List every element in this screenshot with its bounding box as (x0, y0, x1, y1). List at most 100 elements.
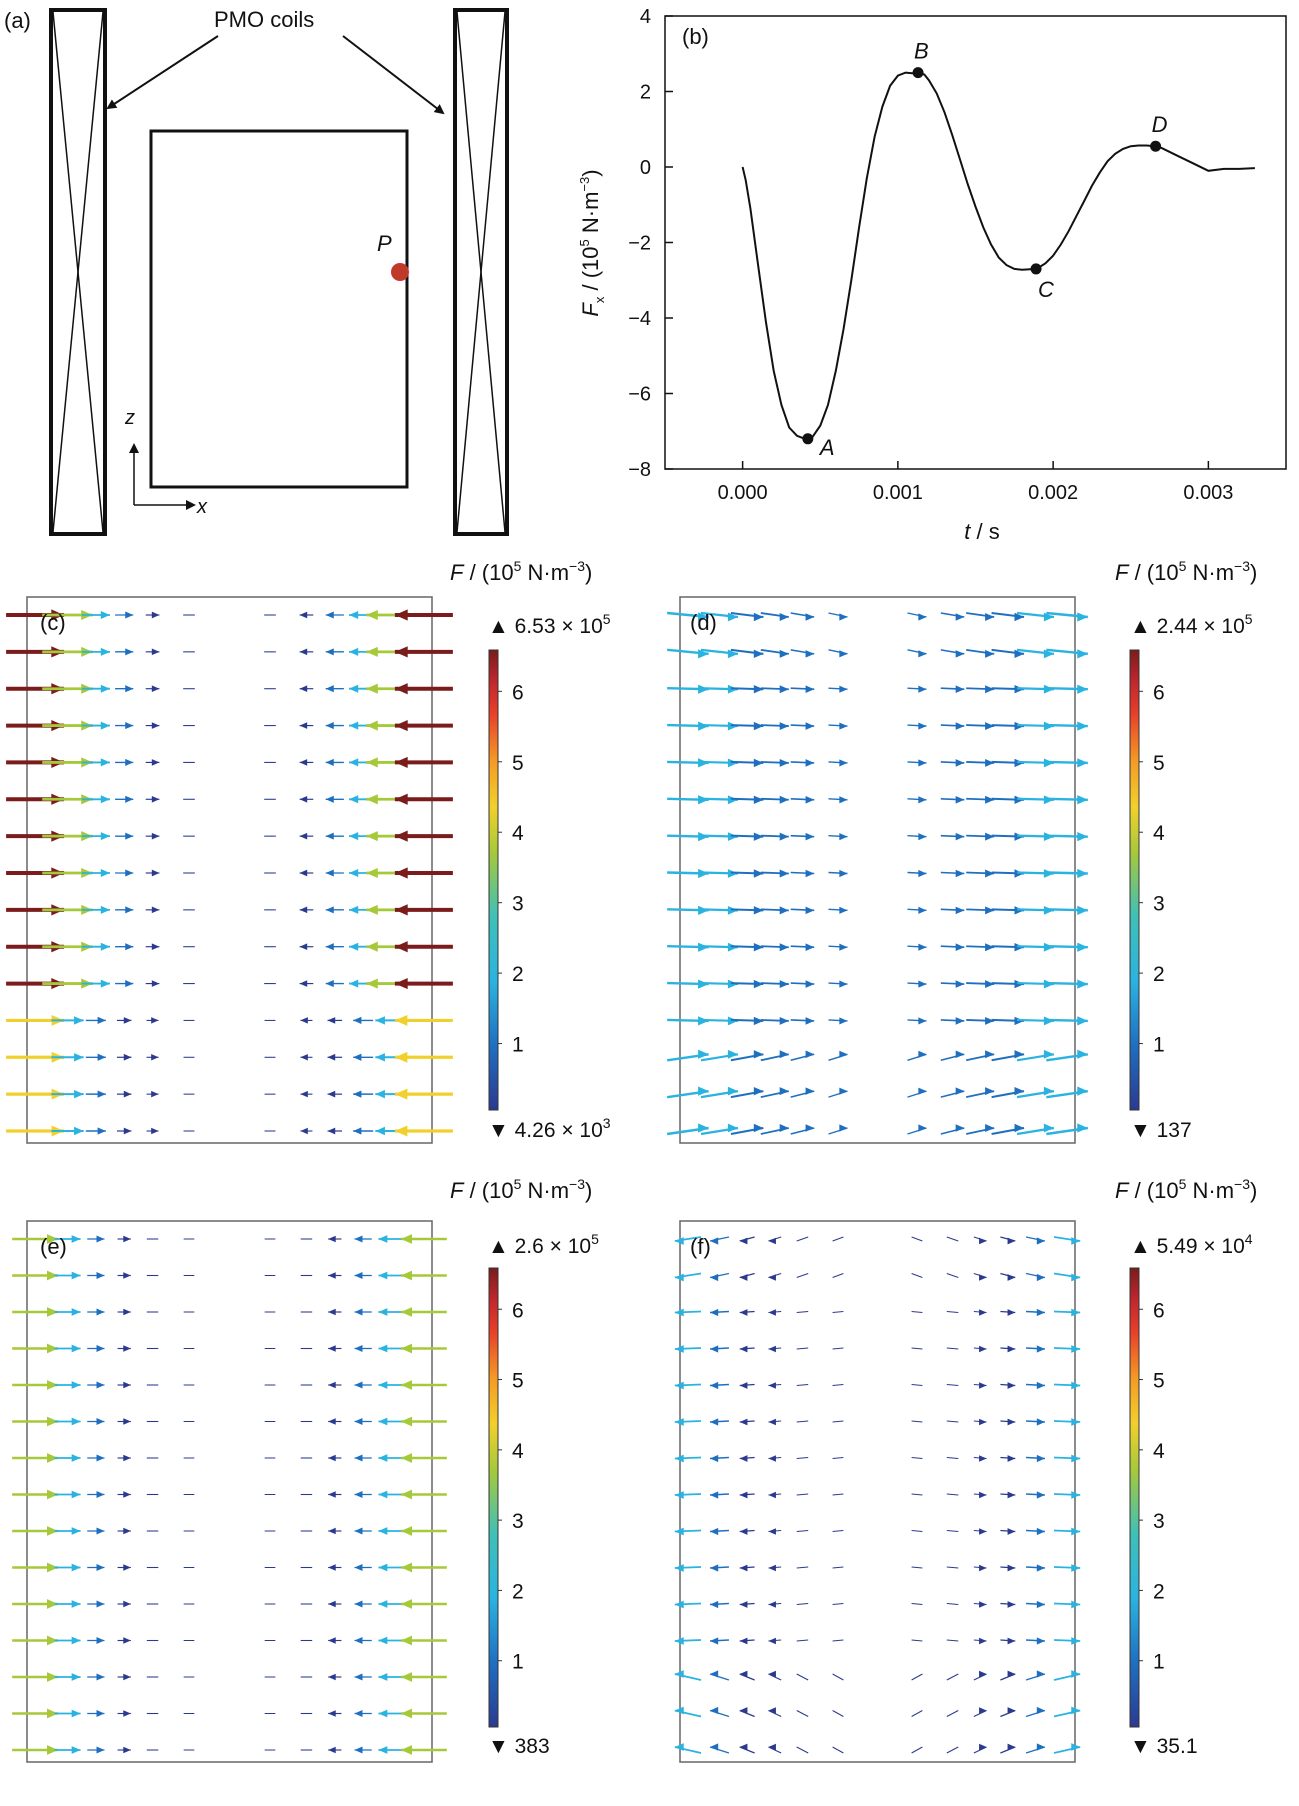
force-arrowhead (779, 613, 789, 621)
force-arrowhead (918, 1050, 927, 1058)
y-tick-label: 0 (640, 157, 651, 179)
force-arrowhead (100, 684, 110, 693)
force-arrowhead (123, 1746, 131, 1754)
force-arrowhead (151, 832, 160, 840)
force-arrowhead (839, 613, 848, 621)
force-arrowhead (979, 1237, 987, 1245)
force-arrowhead (349, 832, 359, 841)
force-arrowhead (979, 1455, 987, 1462)
force-arrowhead (698, 649, 709, 659)
force-arrowhead (1007, 1707, 1016, 1714)
colorbar-tick-label: 1 (1153, 1651, 1165, 1674)
force-arrowhead (300, 1017, 308, 1024)
force-arrowhead (768, 1743, 776, 1751)
force-arrowhead (151, 943, 160, 951)
force-arrowhead (328, 1418, 336, 1425)
force-arrow (796, 1456, 809, 1460)
force-arrowhead (1077, 868, 1088, 879)
force-arrowhead (366, 757, 378, 768)
force-arrow (796, 1710, 809, 1717)
force-arrowhead (918, 722, 927, 730)
force-arrowhead (349, 758, 359, 767)
force-arrowhead (354, 1272, 363, 1279)
force-arrowhead (710, 1273, 719, 1282)
force-arrowhead (955, 613, 965, 621)
force-arrowhead (327, 1053, 336, 1061)
force-arrowhead (1077, 612, 1088, 622)
force-arrowhead (779, 832, 789, 841)
plot-frame (664, 15, 1287, 470)
force-arrowhead (985, 906, 995, 915)
force-arrowhead (71, 1600, 81, 1608)
force-arrowhead (325, 906, 334, 914)
force-arrowhead (97, 1127, 106, 1135)
force-arrowhead (753, 758, 764, 768)
force-arrowhead (839, 796, 848, 804)
key-points: A B C D (802, 39, 1168, 460)
force-arrow (911, 1566, 923, 1569)
force-arrowhead (299, 943, 308, 951)
force-arrowhead (1077, 649, 1088, 659)
force-arrowhead (698, 1123, 709, 1133)
force-arrowhead (125, 980, 134, 988)
force-arrowhead (378, 1563, 388, 1572)
force-arrowhead (739, 1670, 748, 1678)
force-arrowhead (325, 722, 334, 730)
force-arrowhead (985, 722, 995, 731)
force-arrowhead (328, 1381, 336, 1389)
force-arrowhead (325, 648, 334, 656)
force-arrowhead (378, 1709, 388, 1718)
force-arrowhead (328, 1345, 336, 1352)
force-arrowhead (299, 980, 308, 987)
force-arrowhead (71, 1344, 81, 1353)
force-arrow (796, 1383, 809, 1387)
force-arrowhead (366, 941, 378, 952)
force-arrowhead (327, 1017, 336, 1024)
force-arrowhead (71, 1563, 81, 1572)
force-arrowhead (96, 1418, 105, 1425)
force-arrowhead (710, 1345, 719, 1353)
force-arrowhead (753, 1086, 764, 1096)
force-arrowhead (955, 722, 965, 730)
force-arrowhead (779, 943, 789, 952)
force-arrowhead (325, 611, 334, 619)
point-d-label: D (1152, 112, 1168, 137)
force-arrowhead (1077, 684, 1088, 694)
force-field-panels: (c) F / (105 N·m−3) 1 2 3 4 5 6 ▲ 6.53 × 105 ▼ 4.… (6, 558, 1257, 1763)
force-arrowhead (400, 1526, 413, 1536)
force-arrowhead (753, 1123, 764, 1133)
point-a-label: A (818, 435, 835, 460)
force-arrowhead (354, 1381, 363, 1389)
force-arrowhead (299, 611, 308, 619)
force-arrow (796, 1493, 809, 1496)
force-arrowhead (400, 1270, 413, 1281)
force-arrowhead (354, 1673, 363, 1681)
force-arrowhead (46, 1635, 59, 1646)
force-arrowhead (674, 1491, 684, 1499)
force-arrowhead (1036, 1600, 1045, 1609)
force-arrowhead (328, 1600, 336, 1608)
force-arrowhead (378, 1417, 388, 1426)
force-arrowhead (151, 685, 160, 693)
force-arrowhead (96, 1637, 105, 1644)
force-arrowhead (739, 1528, 748, 1535)
force-arrowhead (768, 1491, 776, 1499)
force-arrow (832, 1273, 844, 1278)
force-arrowhead (1077, 758, 1088, 768)
force-arrowhead (151, 1017, 159, 1024)
force-arrowhead (299, 648, 308, 656)
force-arrowhead (123, 1600, 131, 1608)
force-arrowhead (71, 1490, 81, 1499)
force-arrowhead (46, 1453, 59, 1463)
force-arrow (832, 1566, 844, 1569)
force-arrowhead (1036, 1345, 1045, 1353)
force-arrow (911, 1529, 923, 1533)
force-arrow (973, 1709, 987, 1718)
force-arrowhead (955, 980, 965, 988)
force-arrowhead (1077, 942, 1088, 952)
force-arrowhead (805, 796, 815, 804)
force-arrowhead (46, 1416, 59, 1427)
force-arrowhead (674, 1600, 684, 1609)
force-arrowhead (151, 1054, 159, 1061)
